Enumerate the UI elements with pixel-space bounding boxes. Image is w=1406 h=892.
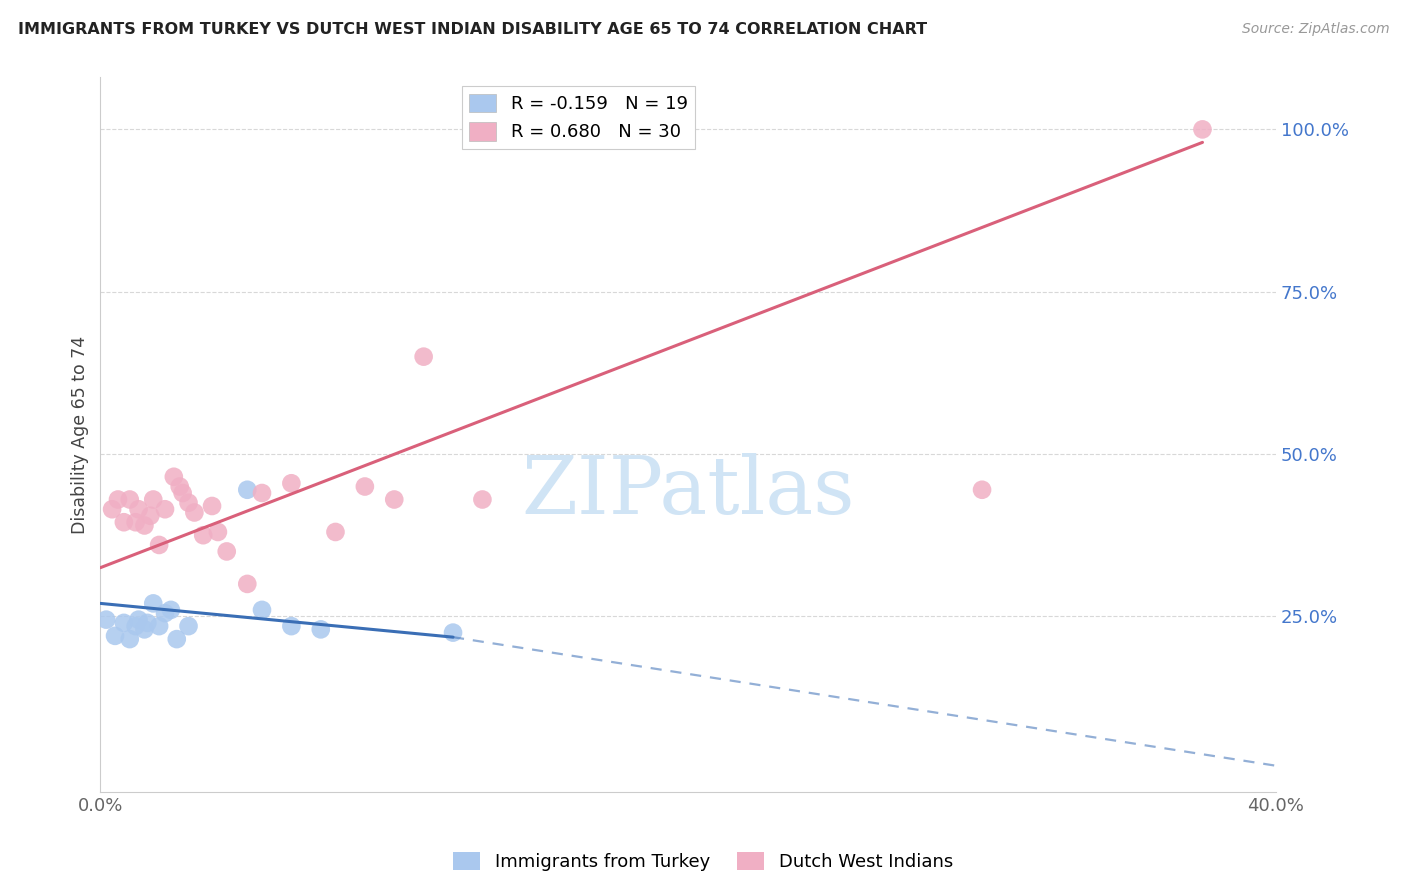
Point — [169, 479, 191, 493]
Point — [118, 492, 141, 507]
Legend: Immigrants from Turkey, Dutch West Indians: Immigrants from Turkey, Dutch West India… — [446, 845, 960, 879]
Y-axis label: Disability Age 65 to 74: Disability Age 65 to 74 — [72, 335, 89, 533]
Point — [118, 632, 141, 646]
Point — [153, 606, 176, 620]
Point — [183, 506, 205, 520]
Point — [112, 515, 135, 529]
Point — [177, 496, 200, 510]
Point — [412, 350, 434, 364]
Point — [96, 613, 118, 627]
Legend: R = -0.159   N = 19, R = 0.680   N = 30: R = -0.159 N = 19, R = 0.680 N = 30 — [463, 87, 695, 149]
Point — [142, 492, 165, 507]
Point — [1191, 122, 1213, 136]
Point — [471, 492, 494, 507]
Point — [382, 492, 405, 507]
Point — [134, 518, 156, 533]
Point — [280, 476, 302, 491]
Point — [124, 619, 146, 633]
Point — [177, 619, 200, 633]
Point — [280, 619, 302, 633]
Point — [160, 603, 183, 617]
Point — [236, 483, 259, 497]
Point — [124, 515, 146, 529]
Point — [148, 538, 170, 552]
Point — [104, 629, 127, 643]
Text: IMMIGRANTS FROM TURKEY VS DUTCH WEST INDIAN DISABILITY AGE 65 TO 74 CORRELATION : IMMIGRANTS FROM TURKEY VS DUTCH WEST IND… — [18, 22, 928, 37]
Point — [250, 486, 273, 500]
Point — [236, 577, 259, 591]
Point — [970, 483, 993, 497]
Point — [148, 619, 170, 633]
Point — [309, 623, 332, 637]
Point — [193, 528, 215, 542]
Point — [101, 502, 124, 516]
Point — [153, 502, 176, 516]
Text: Source: ZipAtlas.com: Source: ZipAtlas.com — [1241, 22, 1389, 37]
Point — [128, 613, 150, 627]
Point — [134, 623, 156, 637]
Point — [354, 479, 377, 493]
Point — [215, 544, 238, 558]
Point — [142, 596, 165, 610]
Point — [325, 524, 347, 539]
Point — [136, 615, 159, 630]
Point — [166, 632, 188, 646]
Point — [207, 524, 229, 539]
Text: ZIPatlas: ZIPatlas — [522, 453, 855, 531]
Point — [112, 615, 135, 630]
Point — [441, 625, 464, 640]
Point — [163, 470, 186, 484]
Point — [172, 486, 194, 500]
Point — [250, 603, 273, 617]
Point — [201, 499, 224, 513]
Point — [139, 508, 162, 523]
Point — [107, 492, 129, 507]
Point — [128, 502, 150, 516]
